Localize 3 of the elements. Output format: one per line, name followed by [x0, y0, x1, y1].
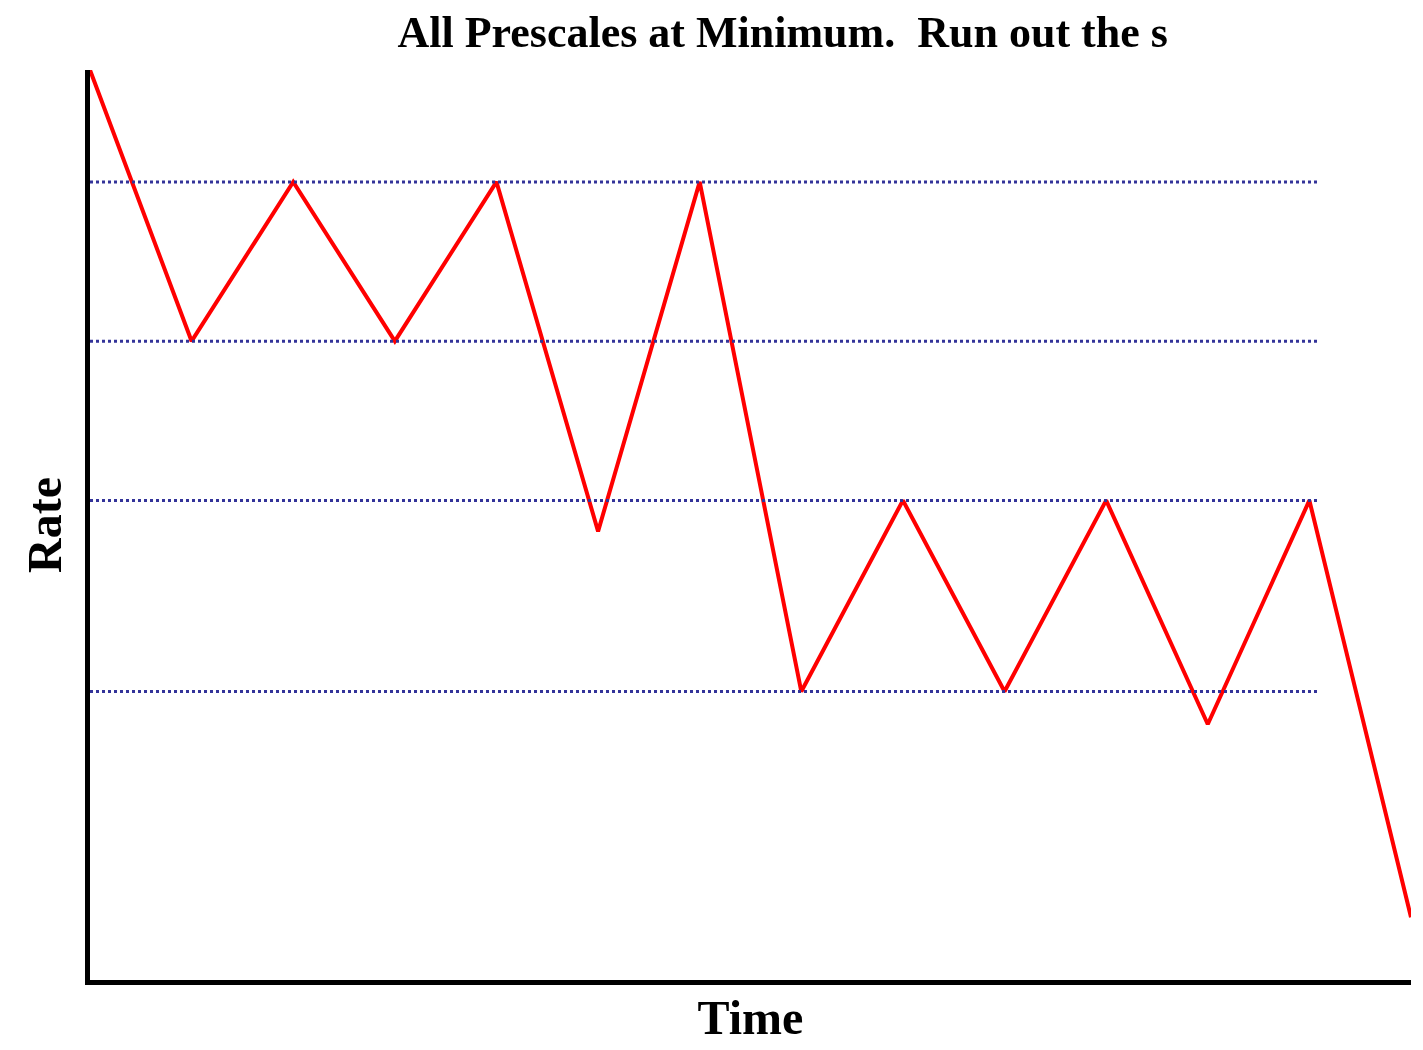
x-axis-title: Time — [697, 991, 804, 1045]
chart-title: All Prescales at Minimum. Run out the s — [397, 7, 1168, 57]
y-axis-title: Rate — [17, 477, 71, 573]
